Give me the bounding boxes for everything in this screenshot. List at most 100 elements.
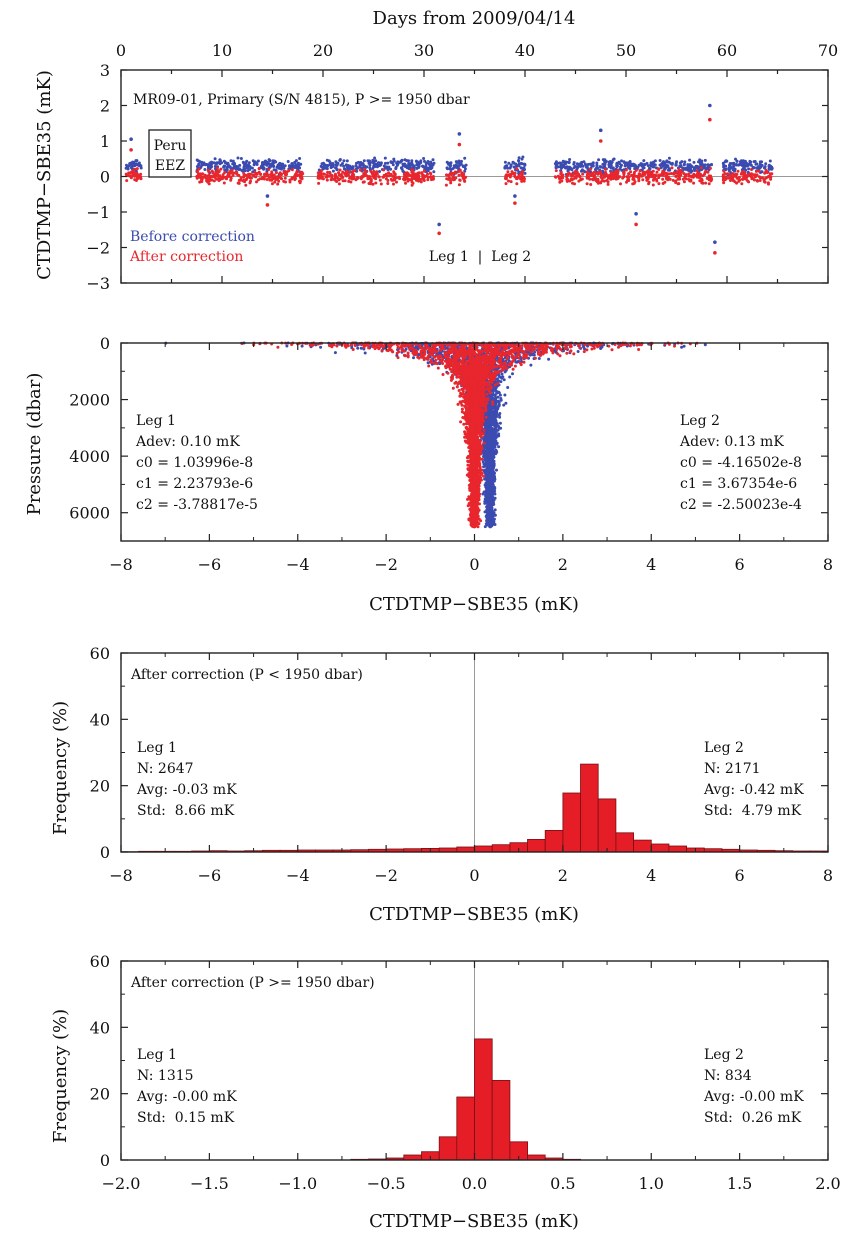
- panel1-data-point: [125, 163, 128, 167]
- panel1-data-point: [286, 160, 290, 163]
- panel1-data-point: [686, 163, 690, 167]
- panel1-data-point: [200, 162, 204, 166]
- panel1-data-point: [769, 172, 773, 176]
- panel1-data-point: [554, 169, 558, 173]
- panel1-outlier-before: [437, 222, 441, 227]
- panel1-outlier-after: [437, 231, 441, 236]
- panel1-outlier-after: [713, 251, 717, 255]
- panel2-data-point: [511, 372, 514, 376]
- panel1-data-point: [521, 155, 525, 159]
- panel1-data-point: [688, 163, 692, 167]
- panel2-data-point: [356, 346, 360, 350]
- panel1-data-point: [294, 159, 298, 163]
- panel2-data-point: [497, 445, 501, 449]
- panel1-data-point: [584, 163, 588, 167]
- panel1-data-point: [331, 162, 335, 165]
- panel2-data-point: [490, 509, 494, 513]
- panel1-data-point: [374, 181, 378, 185]
- panel1-data-point: [572, 162, 576, 166]
- panel1-data-point: [680, 160, 684, 164]
- panel1-data-point: [431, 158, 435, 162]
- panel1-data-point: [687, 174, 691, 178]
- panel1-data-point: [325, 158, 329, 162]
- panel1-data-point: [429, 172, 433, 176]
- panel1-data-point: [657, 173, 661, 177]
- panel2-data-point: [490, 411, 494, 415]
- panel1-data-point: [451, 172, 455, 176]
- panel1-data-point: [224, 161, 228, 165]
- panel1-data-point: [749, 163, 753, 167]
- panel1-data-point: [229, 169, 233, 173]
- panel1-data-point: [222, 165, 226, 169]
- panel1-data-point: [449, 164, 453, 168]
- panel1-data-point: [426, 178, 430, 182]
- panel1-data-point: [639, 162, 643, 166]
- panel1-data-point: [568, 158, 572, 161]
- panel1-data-point: [757, 175, 761, 179]
- panel1-data-point: [646, 164, 650, 168]
- top-axis-tick-labels: 0 10 20 30 40 50 60 70: [116, 41, 838, 60]
- panel1-data-point: [727, 166, 731, 170]
- panel1-data-point: [270, 170, 274, 174]
- panel1-data-point: [452, 164, 456, 168]
- panel1-data-point: [358, 168, 362, 172]
- panel1-data-point: [335, 180, 339, 183]
- panel1-data-point: [752, 160, 756, 164]
- panel1-data-point: [267, 168, 271, 171]
- panel1-data-point: [222, 181, 226, 185]
- panel1-data-point: [620, 159, 623, 163]
- panel2-data-point: [492, 479, 496, 483]
- panel2-data-point: [484, 500, 488, 504]
- panel1-data-point: [297, 162, 301, 166]
- panel1-data-point: [759, 165, 763, 169]
- top-axis-title: Days from 2009/04/14: [373, 8, 576, 29]
- panel1-data-point: [661, 177, 665, 181]
- panel1-data-point: [283, 176, 287, 180]
- panel1-data-point: [298, 179, 302, 183]
- panel1-data-point: [325, 175, 329, 179]
- panel1-data-point: [684, 177, 688, 181]
- panel1-data-point: [747, 180, 751, 184]
- panel2-data-point: [487, 455, 491, 459]
- panel1-data-point: [295, 169, 299, 173]
- panel1-data-point: [252, 174, 256, 177]
- panel2-data-point: [537, 357, 541, 360]
- panel1-outlier-after: [457, 142, 462, 147]
- panel1-data-point: [519, 166, 523, 170]
- panel1-outlier-after: [265, 203, 270, 207]
- panel1-data-point: [410, 159, 414, 163]
- panel1-data-point: [449, 161, 453, 165]
- panel1-outlier-after: [708, 117, 712, 122]
- panel1-data-point: [699, 159, 703, 163]
- panel1-data-point: [560, 179, 564, 183]
- panel1-data-point: [690, 165, 694, 169]
- panel2-data-point: [486, 515, 490, 519]
- panel1-data-point: [512, 161, 516, 165]
- panel1-data-point: [696, 175, 700, 179]
- panel1-data-point: [387, 171, 391, 175]
- panel1-data-point: [570, 174, 574, 178]
- panel1-data-point: [255, 161, 259, 165]
- panel1-data-point: [611, 158, 615, 162]
- panel1-data-point: [641, 178, 645, 182]
- panel1-data-point: [378, 178, 382, 182]
- panel1-data-point: [243, 167, 247, 171]
- panel2-data-point: [486, 428, 490, 432]
- panel1-data-point: [237, 174, 241, 177]
- panel1-data-point: [323, 166, 327, 170]
- panel1-data-point: [206, 168, 210, 172]
- panel1-data-point: [606, 180, 610, 184]
- panel1-data-point: [577, 172, 581, 176]
- panel1-data-point: [134, 179, 138, 182]
- panel1-data-point: [599, 165, 603, 169]
- panel1-data-point: [228, 165, 232, 169]
- panel1-data-point: [276, 165, 280, 169]
- panel1-data-point: [683, 160, 687, 164]
- panel1-data-point: [249, 172, 253, 176]
- panel1-data-point: [325, 178, 329, 182]
- panel1-data-point: [585, 175, 589, 179]
- panel2-y-tick-label: 4000: [69, 447, 110, 466]
- panel1-data-point: [561, 176, 565, 180]
- panel1-data-point: [559, 172, 563, 176]
- panel1-data-point: [241, 179, 245, 183]
